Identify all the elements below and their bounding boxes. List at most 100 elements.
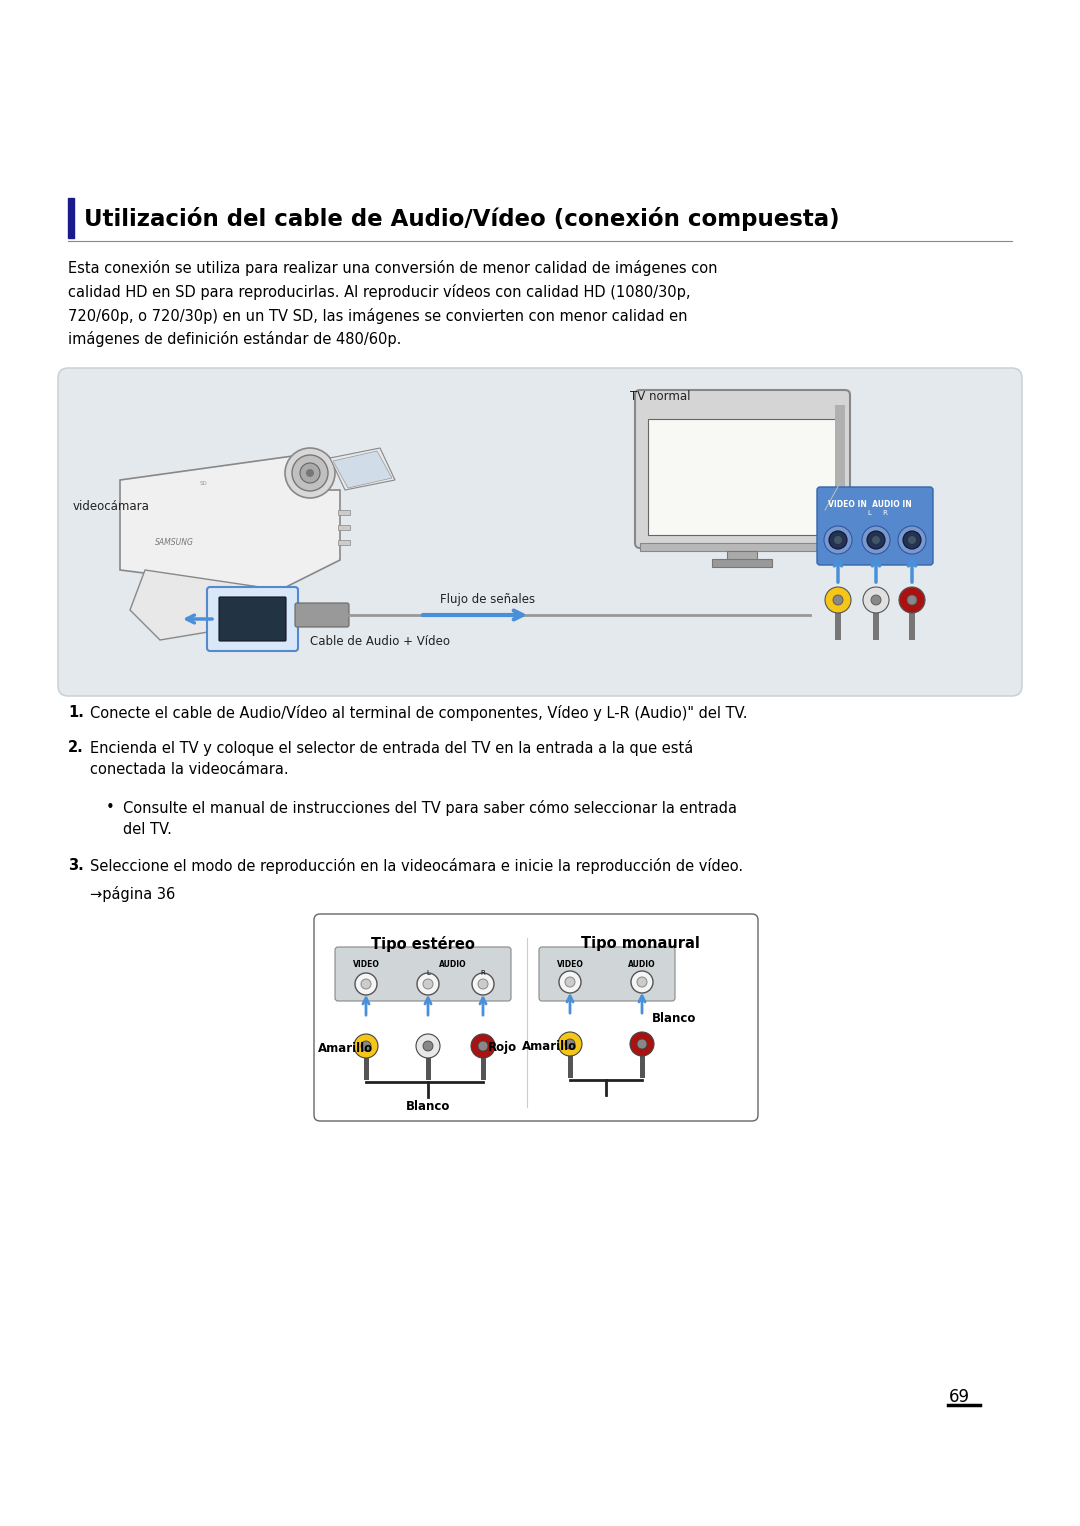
- Polygon shape: [333, 452, 392, 488]
- Circle shape: [361, 980, 372, 989]
- Text: videocámara: videocámara: [73, 501, 150, 513]
- Text: Conecte el cable de Audio/Vídeo al terminal de componentes, Vídeo y L-R (Audio)": Conecte el cable de Audio/Vídeo al termi…: [90, 705, 747, 720]
- Text: SAMSUNG: SAMSUNG: [156, 539, 194, 546]
- Text: 3.: 3.: [68, 858, 84, 873]
- Bar: [338, 525, 350, 530]
- Circle shape: [478, 980, 488, 989]
- Circle shape: [354, 1035, 378, 1058]
- FancyBboxPatch shape: [219, 597, 286, 641]
- FancyBboxPatch shape: [314, 914, 758, 1122]
- Circle shape: [824, 526, 852, 554]
- Circle shape: [559, 971, 581, 993]
- Text: VIDEO: VIDEO: [352, 960, 379, 969]
- Circle shape: [907, 595, 917, 604]
- Text: Consulte el manual de instrucciones del TV para saber cómo seleccionar la entrad: Consulte el manual de instrucciones del …: [123, 800, 737, 836]
- Bar: [640, 543, 845, 551]
- Circle shape: [416, 1035, 440, 1058]
- Text: Utilización del cable de Audio/Vídeo (conexión compuesta): Utilización del cable de Audio/Vídeo (co…: [84, 208, 839, 230]
- Bar: [638, 1048, 646, 1054]
- Bar: [835, 604, 841, 639]
- Text: VIDEO IN  AUDIO IN: VIDEO IN AUDIO IN: [828, 501, 912, 510]
- Text: Esta conexión se utiliza para realizar una conversión de menor calidad de imágen: Esta conexión se utiliza para realizar u…: [68, 259, 717, 348]
- Text: Seleccione el modo de reproducción en la videocámara e inicie la reproducción de: Seleccione el modo de reproducción en la…: [90, 858, 743, 874]
- Circle shape: [423, 1041, 433, 1051]
- FancyBboxPatch shape: [58, 368, 1022, 696]
- Polygon shape: [330, 449, 395, 490]
- Bar: [873, 604, 879, 639]
- Circle shape: [863, 588, 889, 613]
- Bar: [872, 603, 880, 609]
- Bar: [480, 1051, 486, 1056]
- Text: Tipo monaural: Tipo monaural: [581, 935, 700, 951]
- Text: 69: 69: [949, 1389, 970, 1405]
- Circle shape: [631, 971, 653, 993]
- Text: AUDIO: AUDIO: [629, 960, 656, 969]
- Circle shape: [355, 974, 377, 995]
- Circle shape: [417, 974, 438, 995]
- Polygon shape: [120, 455, 340, 591]
- Circle shape: [825, 588, 851, 613]
- Circle shape: [361, 1041, 372, 1051]
- Text: L     R: L R: [868, 510, 888, 516]
- Bar: [639, 1048, 645, 1077]
- Text: •: •: [106, 800, 114, 815]
- Circle shape: [829, 531, 847, 549]
- Text: L: L: [427, 971, 430, 977]
- Circle shape: [306, 468, 314, 478]
- Circle shape: [478, 1041, 488, 1051]
- Text: Blanco: Blanco: [406, 1100, 450, 1112]
- Text: Tipo estéreo: Tipo estéreo: [372, 935, 475, 952]
- Text: Encienda el TV y coloque el selector de entrada del TV en la entrada a la que es: Encienda el TV y coloque el selector de …: [90, 740, 693, 777]
- Bar: [908, 603, 916, 609]
- Circle shape: [833, 595, 843, 604]
- Text: Amarillo: Amarillo: [318, 1042, 373, 1054]
- Bar: [909, 604, 915, 639]
- Bar: [424, 1051, 432, 1056]
- Bar: [648, 420, 837, 536]
- Text: VIDEO: VIDEO: [556, 960, 583, 969]
- Circle shape: [423, 980, 433, 989]
- Circle shape: [565, 1039, 575, 1048]
- Circle shape: [897, 526, 926, 554]
- Bar: [567, 1048, 573, 1054]
- FancyBboxPatch shape: [295, 603, 349, 627]
- Text: Flujo de señales: Flujo de señales: [440, 594, 535, 606]
- Circle shape: [285, 449, 335, 497]
- FancyBboxPatch shape: [207, 588, 298, 652]
- Polygon shape: [130, 571, 280, 639]
- Bar: [727, 551, 757, 565]
- Circle shape: [472, 974, 494, 995]
- Bar: [338, 510, 350, 514]
- Bar: [338, 540, 350, 545]
- Text: R: R: [481, 971, 485, 977]
- FancyBboxPatch shape: [635, 391, 850, 548]
- Circle shape: [870, 595, 881, 604]
- Circle shape: [862, 526, 890, 554]
- Circle shape: [899, 588, 924, 613]
- Text: SD: SD: [200, 481, 207, 485]
- Circle shape: [558, 1032, 582, 1056]
- Bar: [712, 559, 772, 568]
- Bar: [426, 1050, 431, 1080]
- Text: Rojo: Rojo: [488, 1042, 517, 1054]
- FancyBboxPatch shape: [335, 948, 511, 1001]
- Text: TV normal: TV normal: [630, 391, 690, 403]
- FancyBboxPatch shape: [816, 487, 933, 565]
- Text: AUDIO: AUDIO: [440, 960, 467, 969]
- Circle shape: [908, 536, 916, 543]
- Text: Blanco: Blanco: [652, 1012, 697, 1025]
- Bar: [364, 1050, 368, 1080]
- Text: Cable de Audio + Vídeo: Cable de Audio + Vídeo: [310, 635, 450, 649]
- Circle shape: [834, 536, 842, 543]
- Text: 2.: 2.: [68, 740, 84, 755]
- Bar: [835, 404, 845, 536]
- Text: 1.: 1.: [68, 705, 84, 720]
- Circle shape: [630, 1032, 654, 1056]
- Bar: [363, 1051, 369, 1056]
- Bar: [481, 1050, 486, 1080]
- Circle shape: [565, 977, 575, 987]
- Circle shape: [292, 455, 328, 491]
- Circle shape: [637, 977, 647, 987]
- Text: →página 36: →página 36: [90, 887, 175, 902]
- Bar: [68, 198, 75, 238]
